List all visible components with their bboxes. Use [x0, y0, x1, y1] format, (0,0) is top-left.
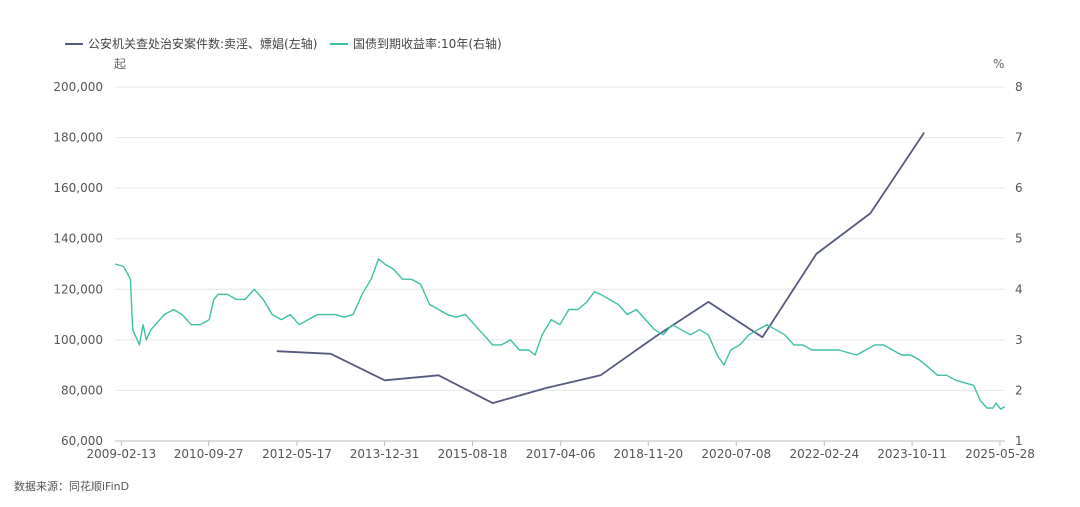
right-tick-label: 1	[1015, 434, 1023, 448]
x-tick-label: 2025-05-28	[965, 447, 1035, 461]
series-line-left-axis	[276, 132, 925, 405]
right-tick-label: 8	[1015, 80, 1023, 94]
x-tick-label: 2017-04-06	[526, 447, 596, 461]
right-axis-unit: %	[993, 57, 1004, 71]
right-tick-label: 4	[1015, 282, 1023, 296]
x-tick-label: 2015-08-18	[438, 447, 508, 461]
data-source-note: 数据来源：同花顺iFinD	[14, 480, 130, 493]
series-lines	[114, 132, 1006, 410]
left-tick-label: 60,000	[61, 434, 103, 448]
left-tick-label: 180,000	[53, 131, 103, 145]
right-axis-ticks: 1 2 3 4 5 6 7 8	[1015, 80, 1023, 448]
x-tick-label: 2020-07-08	[701, 447, 771, 461]
left-tick-label: 80,000	[61, 383, 103, 397]
left-tick-label: 100,000	[53, 333, 103, 347]
legend-label-left-series: 公安机关查处治安案件数:卖淫、嫖娼(左轴)	[88, 36, 317, 51]
right-tick-label: 3	[1015, 333, 1023, 347]
right-tick-label: 5	[1015, 232, 1023, 246]
x-tick-label: 2022-02-24	[789, 447, 859, 461]
x-tick-label: 2012-05-17	[262, 447, 332, 461]
left-tick-label: 140,000	[53, 232, 103, 246]
right-tick-label: 6	[1015, 181, 1023, 195]
left-tick-label: 120,000	[53, 282, 103, 296]
series-line-right-axis	[114, 258, 1006, 410]
left-axis-unit: 起	[114, 57, 126, 71]
right-tick-label: 7	[1015, 131, 1023, 145]
gridlines	[115, 86, 1005, 391]
left-axis-ticks: 60,000 80,000 100,000 120,000 140,000 160,000…	[53, 80, 103, 448]
legend-label-right-series: 国债到期收益率:10年(右轴)	[353, 36, 502, 51]
right-tick-label: 2	[1015, 383, 1023, 397]
x-tick-label: 2018-11-20	[613, 447, 683, 461]
left-tick-label: 200,000	[53, 80, 103, 94]
x-tick-label: 2009-02-13	[86, 447, 156, 461]
x-axis: 2009-02-13 2010-09-27 2012-05-17 2013-12-31…	[86, 440, 1035, 461]
left-tick-label: 160,000	[53, 181, 103, 195]
x-tick-label: 2010-09-27	[174, 447, 244, 461]
legend: 公安机关查处治安案件数:卖淫、嫖娼(左轴) 国债到期收益率:10年(右轴)	[65, 36, 502, 51]
x-tick-label: 2013-12-31	[350, 447, 420, 461]
x-tick-label: 2023-10-11	[877, 447, 947, 461]
